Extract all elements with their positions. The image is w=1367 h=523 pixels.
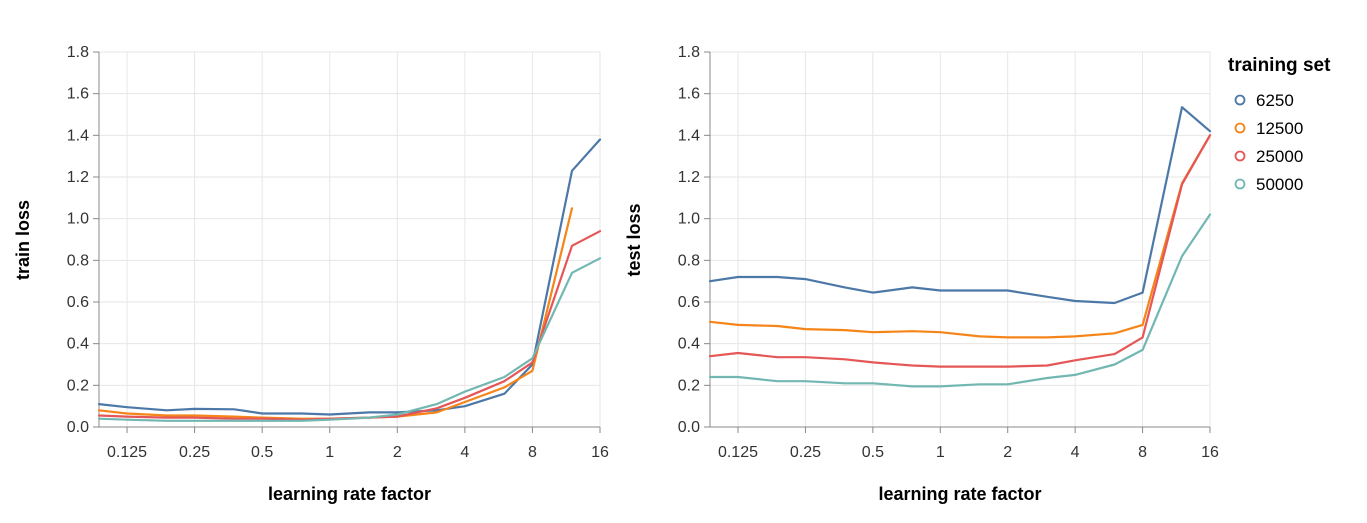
x-tick-label: 2: [1003, 444, 1012, 461]
y-tick-label: 0.6: [67, 294, 89, 311]
y-axis-title: test loss: [624, 203, 644, 276]
x-tick-label: 0.25: [790, 444, 821, 461]
legend-label-50000: 50000: [1256, 175, 1303, 194]
grid: [710, 51, 1211, 428]
series-line-6250: [97, 138, 602, 416]
y-tick-label: 0.0: [678, 419, 700, 436]
legend: training set 6250 12500 25000 50000: [1228, 55, 1331, 194]
y-tick-label: 0.8: [678, 252, 700, 269]
legend-label-12500: 12500: [1256, 119, 1303, 138]
legend-label-25000: 25000: [1256, 147, 1303, 166]
y-tick-label: 1.4: [67, 127, 89, 144]
train-loss-chart: 0.0 0.2 0.4 0.6 0.8 1.0 1.2 1.4 1.6 1.8 0.125 0.25 0…: [13, 44, 609, 504]
x-tick-label: 0.125: [718, 444, 758, 461]
test-loss-chart: 0.0 0.2 0.4 0.6 0.8 1.0 1.2 1.4 1.6 1.8 0.125 0.25 0…: [624, 44, 1219, 504]
x-tick-label: 1: [936, 444, 945, 461]
x-tick-label: 8: [528, 444, 537, 461]
y-tick-label: 1.6: [678, 86, 700, 103]
x-tick-label: 0.125: [107, 444, 147, 461]
x-tick-label: 0.5: [251, 444, 273, 461]
y-tick-label: 1.0: [67, 211, 89, 228]
series-line-6250: [708, 106, 1212, 305]
y-tick-label: 1.6: [67, 86, 89, 103]
legend-title: training set: [1228, 55, 1331, 76]
x-tick-label: 16: [1201, 444, 1219, 461]
legend-symbol-12500: [1234, 122, 1246, 134]
grid: [99, 51, 601, 428]
y-tick-label: 1.4: [678, 127, 700, 144]
x-tick-label: 4: [1071, 444, 1080, 461]
series-line-25000: [97, 230, 602, 421]
y-tick-label: 1.8: [678, 44, 700, 61]
x-axis-title: learning rate factor: [268, 484, 431, 504]
series-line-25000: [708, 134, 1212, 368]
x-axis-title: learning rate factor: [878, 484, 1041, 504]
legend-label-6250: 6250: [1256, 91, 1294, 110]
legend-symbol-6250: [1234, 94, 1246, 106]
legend-items: 6250 12500 25000 50000: [1234, 91, 1303, 194]
x-tick-label: 16: [591, 444, 609, 461]
y-tick-label: 1.8: [67, 44, 89, 61]
y-tick-label: 0.4: [67, 336, 89, 353]
y-axis-title: train loss: [13, 200, 33, 280]
x-tick-label: 1: [325, 444, 334, 461]
y-tick-label: 1.2: [678, 169, 700, 186]
y-tick-label: 0.2: [67, 377, 89, 394]
y-tick-label: 0.8: [67, 252, 89, 269]
y-tick-label: 1.2: [67, 169, 89, 186]
y-tick-label: 0.4: [678, 336, 700, 353]
x-tick-label: 0.5: [862, 444, 884, 461]
y-tick-label: 0.6: [678, 294, 700, 311]
series-line-50000: [708, 213, 1212, 388]
x-tick-label: 2: [393, 444, 402, 461]
series-line-12500: [97, 207, 574, 420]
y-tick-label: 0.2: [678, 377, 700, 394]
series-line-12500: [708, 134, 1212, 339]
series-line-50000: [97, 257, 602, 422]
x-tick-label: 8: [1138, 444, 1147, 461]
x-tick-label: 4: [460, 444, 469, 461]
x-tick-label: 0.25: [179, 444, 210, 461]
y-tick-label: 1.0: [678, 211, 700, 228]
legend-symbol-50000: [1234, 178, 1246, 190]
y-tick-label: 0.0: [67, 419, 89, 436]
legend-symbol-25000: [1234, 150, 1246, 162]
